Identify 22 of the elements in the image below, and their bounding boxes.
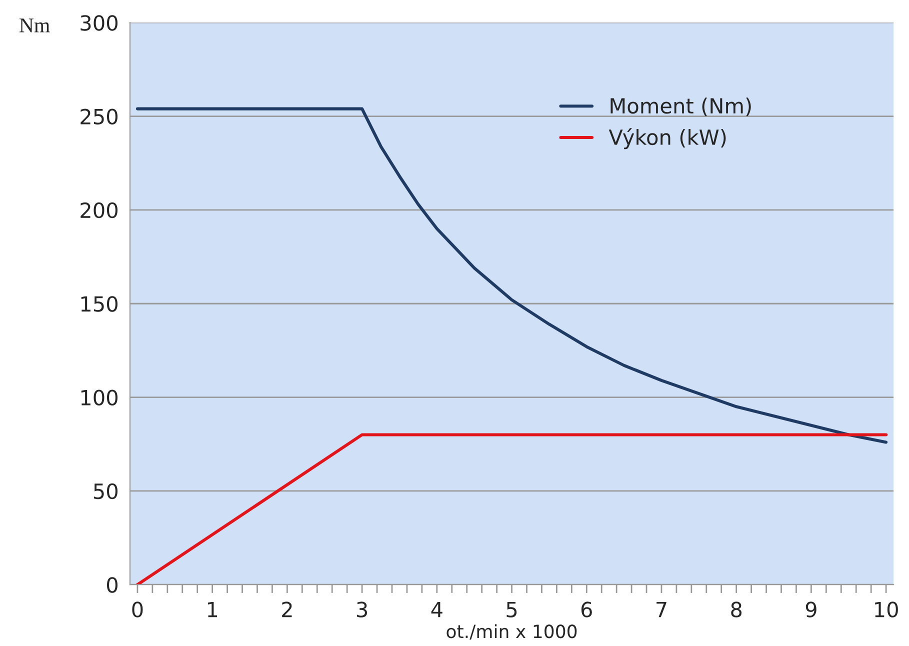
legend-label: Výkon (kW) <box>608 128 726 150</box>
x-tick-label: 10 <box>875 602 898 618</box>
legend-label: Moment (Nm) <box>610 98 751 116</box>
y-tick-label: 50 <box>94 483 118 500</box>
x-tick-label: 7 <box>656 602 666 618</box>
x-tick-label: 9 <box>806 602 816 618</box>
x-tick-label: 1 <box>208 602 218 618</box>
y-tick-label: 200 <box>80 202 118 218</box>
x-tick-label: 3 <box>357 602 368 618</box>
y-tick-label: 250 <box>80 108 118 124</box>
x-tick-label: 2 <box>282 602 292 618</box>
x-tick-label: 5 <box>506 602 517 618</box>
y-tick-label: 300 <box>80 15 118 31</box>
x-axis-title: ot./min x 1000 <box>446 624 577 640</box>
x-tick-label: 4 <box>431 602 442 618</box>
x-tick-label: 0 <box>132 602 143 618</box>
x-tick-label: 6 <box>581 602 592 618</box>
y-tick-label: 0 <box>106 577 118 593</box>
y-tick-label: 150 <box>81 296 118 312</box>
x-tick-label: 8 <box>731 602 742 618</box>
y-axis-title: Nm <box>20 18 50 32</box>
y-tick-label: 100 <box>81 390 118 406</box>
